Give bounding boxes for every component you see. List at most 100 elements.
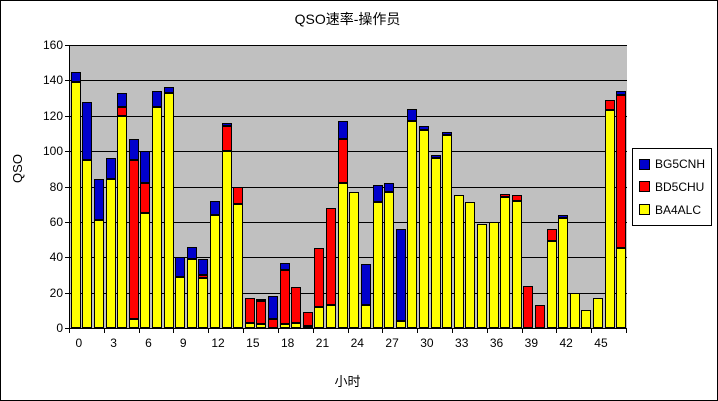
x-tick-label: 6: [145, 336, 152, 350]
bar-segment-bg5cnh-hour-3: [105, 158, 116, 180]
bar-segment-bg5cnh-hour-16: [256, 299, 267, 302]
legend-swatch-ba4alc: [639, 204, 650, 216]
bar-segment-ba4alc-hour-44: [581, 310, 592, 328]
bar-segment-ba4alc-hour-24: [349, 191, 360, 328]
y-tick-mark: [65, 257, 69, 259]
bar-segment-bg5cnh-hour-2: [94, 179, 104, 221]
gridline: [70, 221, 627, 223]
bar-segment-bd5chu-hour-19: [291, 287, 302, 323]
bar-segment-bg5cnh-hour-30: [418, 126, 429, 130]
bar-segment-ba4alc-hour-33: [453, 195, 464, 328]
legend-item-bg5cnh: BG5CNH: [639, 157, 711, 171]
bar-segment-bd5chu-hour-37: [500, 193, 511, 198]
bar-segment-ba4alc-hour-11: [198, 278, 209, 328]
gridline: [70, 292, 627, 294]
legend: BG5CNH BD5CHU BA4ALC: [632, 148, 712, 226]
bar-segment-bg5cnh-hour-4: [117, 92, 128, 107]
legend-label: BG5CNH: [655, 157, 706, 172]
x-tick-mark: [312, 329, 314, 333]
y-tick-mark: [65, 186, 69, 188]
plot-area: [69, 45, 627, 329]
legend-label: BA4ALC: [655, 202, 702, 217]
x-tick-label: 30: [420, 336, 434, 350]
bar-segment-bd5chu-hour-20: [302, 312, 313, 327]
gridline: [70, 151, 627, 153]
x-tick-mark: [626, 329, 627, 333]
legend-item-bd5chu: BD5CHU: [639, 180, 711, 194]
x-tick-mark: [208, 329, 210, 333]
bar-segment-bd5chu-hour-39: [523, 285, 534, 328]
x-tick-mark: [556, 329, 558, 333]
x-tick-mark: [486, 329, 488, 333]
x-tick-label: 3: [110, 336, 117, 350]
bar-segment-ba4alc-hour-35: [476, 223, 487, 328]
bar-segment-bg5cnh-hour-42: [558, 214, 569, 219]
y-tick-mark: [65, 151, 69, 153]
bar-segment-ba4alc-hour-6: [140, 213, 151, 328]
x-tick-label: 24: [350, 336, 364, 350]
bar-segment-bd5chu-hour-16: [256, 301, 267, 325]
y-tick-label: 80: [49, 179, 63, 194]
bar-segment-bd5chu-hour-22: [326, 207, 337, 306]
bar-segment-bg5cnh-hour-17: [268, 296, 279, 320]
y-tick-label: 0: [56, 321, 63, 335]
bar-segment-bd5chu-hour-4: [117, 106, 128, 116]
bar-segment-bd5chu-hour-46: [604, 99, 615, 111]
bar-segment-ba4alc-hour-27: [384, 191, 395, 328]
bar-segment-bg5cnh-hour-26: [372, 184, 383, 203]
bar-segment-bg5cnh-hour-13: [221, 122, 232, 127]
bar-segment-ba4alc-hour-41: [546, 241, 557, 328]
x-tick-label: 9: [179, 336, 187, 350]
x-tick-mark: [451, 329, 453, 333]
bar-segment-bd5chu-hour-38: [511, 195, 522, 201]
x-tick-label: 21: [315, 336, 330, 350]
bar-segment-bg5cnh-hour-31: [430, 154, 441, 159]
bar-segment-bg5cnh-hour-7: [152, 91, 163, 107]
bar-segment-ba4alc-hour-8: [163, 92, 174, 328]
bar-segment-ba4alc-hour-5: [128, 319, 139, 328]
bar-segment-ba4alc-hour-19: [291, 322, 302, 328]
bar-segment-ba4alc-hour-1: [82, 159, 93, 328]
bar-segment-ba4alc-hour-21: [314, 306, 325, 328]
y-tick-label: 140: [42, 73, 63, 88]
bar-segment-ba4alc-hour-7: [152, 106, 163, 328]
bar-segment-bg5cnh-hour-0: [70, 71, 81, 83]
x-tick-mark: [138, 329, 140, 333]
bar-segment-bg5cnh-hour-5: [128, 138, 139, 160]
y-tick-label: 60: [49, 214, 63, 229]
bar-segment-bd5chu-hour-5: [128, 159, 139, 320]
x-tick-mark: [103, 329, 105, 333]
gridline: [70, 80, 627, 82]
chart-title: QSO速率-操作员: [294, 11, 401, 27]
bar-segment-ba4alc-hour-14: [233, 204, 244, 328]
bar-segment-ba4alc-hour-2: [94, 220, 104, 328]
bar-segment-ba4alc-hour-9: [175, 276, 186, 328]
bar-segment-bg5cnh-hour-29: [407, 108, 418, 122]
bar-segment-ba4alc-hour-10: [186, 259, 197, 328]
bar-segment-ba4alc-hour-26: [372, 202, 383, 328]
x-tick-label: 27: [385, 336, 399, 350]
bar-segment-ba4alc-hour-22: [326, 305, 337, 328]
x-tick-mark: [347, 329, 349, 333]
bar-segment-ba4alc-hour-45: [592, 297, 603, 328]
bar-segment-bg5cnh-hour-11: [198, 259, 209, 275]
bar-segment-ba4alc-hour-12: [210, 214, 221, 328]
bar-segment-bg5cnh-hour-18: [279, 262, 290, 270]
bar-segment-bd5chu-hour-13: [221, 126, 232, 152]
bar-segment-bd5chu-hour-23: [337, 138, 348, 183]
bar-segment-bg5cnh-hour-9: [175, 257, 186, 277]
bar-segment-ba4alc-hour-28: [395, 320, 406, 328]
x-tick-label: 42: [559, 336, 573, 350]
bar-segment-ba4alc-hour-47: [616, 248, 627, 328]
bar-segment-bd5chu-hour-15: [244, 297, 255, 323]
x-tick-label: 36: [489, 336, 504, 350]
bar-segment-ba4alc-hour-18: [279, 324, 290, 328]
bar-segment-bg5cnh-hour-6: [140, 151, 151, 183]
bar-segment-ba4alc-hour-20: [302, 326, 313, 328]
bar-segment-ba4alc-hour-43: [569, 292, 580, 328]
bar-segment-ba4alc-hour-0: [70, 82, 81, 328]
bar-segment-bg5cnh-hour-1: [82, 101, 93, 160]
bar-segment-ba4alc-hour-15: [244, 322, 255, 328]
x-tick-mark: [417, 329, 419, 333]
